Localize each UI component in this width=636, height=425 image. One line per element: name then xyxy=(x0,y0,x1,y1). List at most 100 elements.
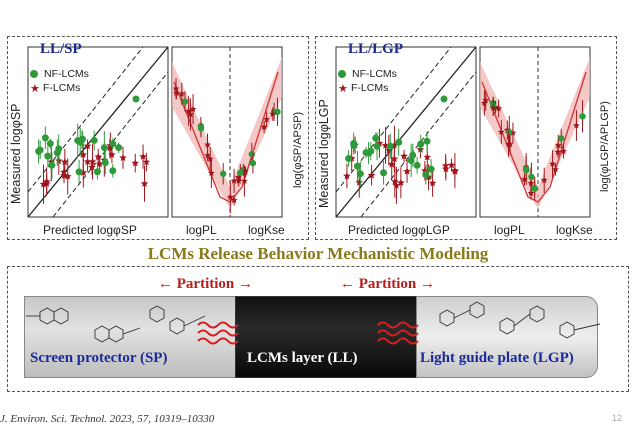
nf-lcm-point xyxy=(350,141,358,149)
f-lcm-point xyxy=(447,161,456,169)
f-lcm-point xyxy=(230,177,238,184)
f-lcm-point xyxy=(140,179,149,187)
light-guide-plate-layer xyxy=(416,296,598,378)
banner-title: LCMs Release Behavior Mechanistic Modeli… xyxy=(147,244,489,263)
panel-title: LL/LGP xyxy=(348,41,404,57)
f-lcm-point xyxy=(400,152,408,160)
f-lcm-point xyxy=(421,166,429,174)
partition-label-right: ← Partition → xyxy=(340,276,435,292)
nf-lcm-point xyxy=(423,137,431,145)
label-light-guide-plate: Light guide plate (LGP) xyxy=(420,350,574,366)
nf-lcm-point xyxy=(427,165,435,173)
f-lcm-point xyxy=(482,96,490,104)
nf-lcm-point xyxy=(35,147,43,155)
scatter-frame xyxy=(335,46,477,218)
wavy-arrow-right-icon xyxy=(377,321,419,345)
f-lcm-point xyxy=(235,177,243,184)
legend-nf: NF-LCMs xyxy=(352,68,397,80)
f-lcm-point xyxy=(554,141,562,149)
f-lcm-point xyxy=(505,140,512,148)
f-lcm-point xyxy=(367,171,376,179)
nf-lcm-point xyxy=(395,138,403,146)
vplot-frame xyxy=(171,46,283,218)
f-lcm-point xyxy=(385,146,393,154)
f-lcm-point xyxy=(187,110,194,118)
x-axis-label-logpl: logPL xyxy=(186,223,217,237)
f-lcm-point xyxy=(139,152,147,160)
f-lcm-point xyxy=(451,167,459,175)
vplot-ll-sp xyxy=(171,46,283,218)
dashed-upper-line xyxy=(335,46,452,193)
molecule-sketch-lgp-icon xyxy=(439,301,601,339)
nf-lcm-point xyxy=(248,150,256,158)
f-lcm-point xyxy=(108,150,116,158)
nf-lcm-point xyxy=(75,168,83,176)
f-lcm-point xyxy=(442,165,450,173)
f-lcm-point xyxy=(106,144,114,152)
model-curve xyxy=(481,71,587,203)
f-lcm-point xyxy=(43,179,51,187)
page-number: 12 xyxy=(612,413,623,423)
nf-lcm-point xyxy=(219,170,227,177)
nf-lcm-point xyxy=(345,154,353,162)
nf-lcm-point xyxy=(407,157,415,165)
nf-lcm-point xyxy=(380,169,388,177)
f-lcm-point xyxy=(489,104,497,111)
f-lcm-point xyxy=(521,175,528,183)
f-lcm-point xyxy=(119,153,127,162)
nf-lcm-point xyxy=(90,136,98,144)
f-lcm-point xyxy=(173,89,180,96)
f-lcm-point xyxy=(241,177,248,184)
legend-f: F-LCMs xyxy=(43,82,81,94)
nf-lcm-point xyxy=(46,140,54,148)
nf-lcm-point xyxy=(274,108,281,116)
nf-lcm-point xyxy=(100,144,108,152)
label-lcms-layer: LCMs layer (LL) xyxy=(247,350,358,366)
f-lcm-point xyxy=(495,104,503,112)
x-axis-label: Predicted logφLGP xyxy=(348,223,450,237)
f-lcm-point xyxy=(263,115,270,123)
x-axis-label-logkse: logKse xyxy=(248,223,285,237)
f-lcm-point xyxy=(230,196,238,204)
f-lcm-point xyxy=(142,158,151,166)
x-axis-label: Predicted logφSP xyxy=(43,223,137,237)
panel-ll-lgp: LL/LGP NF-LCMs ★ F-LCMs Measured logφLGP … xyxy=(315,36,617,240)
f-lcm-point xyxy=(61,157,69,166)
nf-lcm-point xyxy=(109,167,117,175)
nf-marker-icon xyxy=(30,70,38,78)
nf-lcm-point xyxy=(93,168,101,176)
nf-lcm-point xyxy=(109,140,117,148)
legend-f: F-LCMs xyxy=(351,82,389,94)
nf-lcm-point xyxy=(41,134,49,142)
f-lcm-point xyxy=(88,163,96,171)
x-axis-label-logpl: logPL xyxy=(494,223,525,237)
f-lcm-point xyxy=(390,141,399,149)
nf-lcm-point xyxy=(237,169,244,176)
nf-lcm-point xyxy=(440,95,448,103)
f-lcm-point xyxy=(428,179,437,187)
nf-lcm-point xyxy=(422,171,430,179)
f-lcm-point xyxy=(560,147,567,155)
citation: J. Environ. Sci. Technol. 2023, 57, 1031… xyxy=(0,413,215,425)
dashed-upper-line xyxy=(27,46,144,193)
plots-ll-sp xyxy=(27,46,283,218)
wavy-arrow-left-icon xyxy=(197,321,239,345)
f-lcm-point xyxy=(79,150,87,158)
f-lcm-point xyxy=(131,159,140,167)
nf-lcm-point xyxy=(44,152,52,160)
nf-lcm-point xyxy=(55,145,63,153)
nf-lcm-point xyxy=(579,113,586,120)
f-lcm-point xyxy=(497,128,505,135)
f-lcm-point xyxy=(391,177,399,185)
screen-protector-layer xyxy=(24,296,236,378)
star-marker-icon: ★ xyxy=(30,82,40,95)
nf-lcm-point xyxy=(523,167,530,174)
f-lcm-point xyxy=(63,172,72,180)
nf-lcm-point xyxy=(132,95,140,103)
scatter-frame xyxy=(27,46,169,218)
f-lcm-point xyxy=(343,172,351,180)
f-lcm-point xyxy=(403,167,411,175)
nf-lcm-point xyxy=(115,144,123,152)
label-screen-protector: Screen protector (SP) xyxy=(30,350,168,366)
